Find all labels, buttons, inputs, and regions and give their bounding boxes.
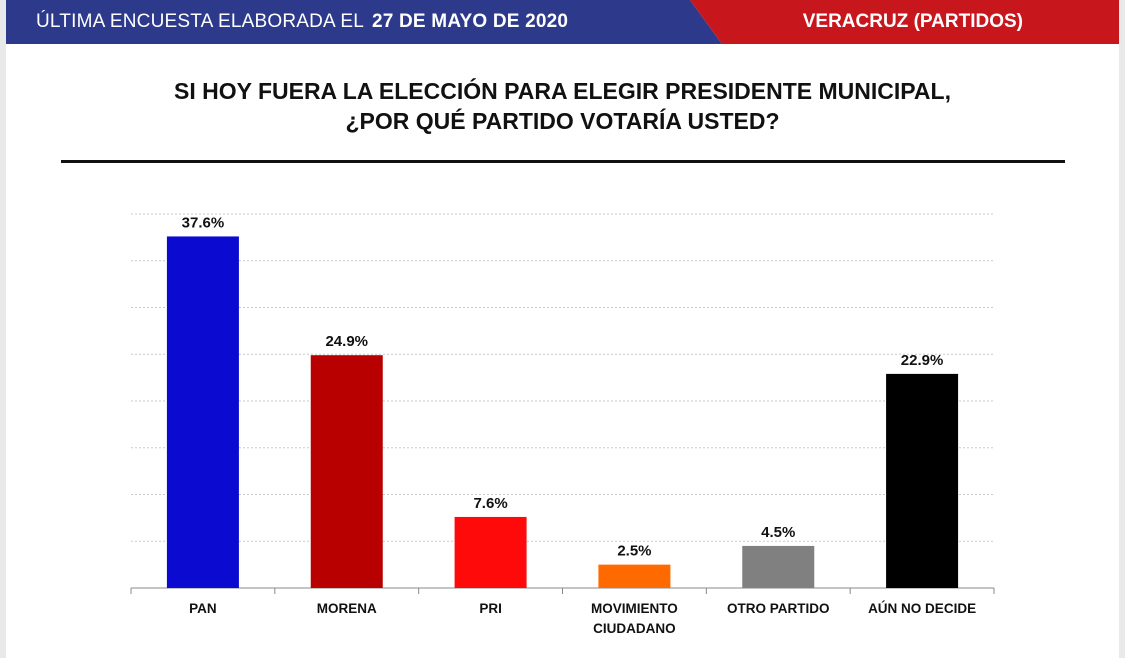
data-label: 22.9% <box>901 352 944 369</box>
category-label: MOVIMIENTO <box>591 601 678 616</box>
bar <box>886 373 959 588</box>
bar <box>598 564 671 588</box>
category-label: AÚN NO DECIDE <box>868 601 976 616</box>
category-label: OTRO PARTIDO <box>727 601 830 616</box>
bar <box>310 355 383 588</box>
title-divider <box>61 160 1065 163</box>
data-label: 7.6% <box>473 495 507 512</box>
bar <box>454 516 527 588</box>
data-label: 37.6% <box>182 214 225 231</box>
category-label: PAN <box>189 601 217 616</box>
category-label: MORENA <box>317 601 377 616</box>
region-label: VERACRUZ (PARTIDOS) <box>802 11 1023 32</box>
category-label: CIUDADANO <box>593 621 676 636</box>
chart-title: SI HOY FUERA LA ELECCIÓN PARA ELEGIR PRE… <box>6 76 1119 136</box>
slide: ÚLTIMA ENCUESTA ELABORADA EL 27 DE MAYO D… <box>6 0 1119 658</box>
bar <box>742 545 815 588</box>
header-bar: ÚLTIMA ENCUESTA ELABORADA EL 27 DE MAYO D… <box>6 0 1119 44</box>
survey-date: 27 DE MAYO DE 2020 <box>372 11 569 32</box>
data-label: 2.5% <box>617 543 651 560</box>
header-background <box>6 0 1119 44</box>
survey-date-label: ÚLTIMA ENCUESTA ELABORADA EL 27 DE MAYO D… <box>36 11 568 33</box>
chart-title-line-2: ¿POR QUÉ PARTIDO VOTARÍA USTED? <box>345 108 780 134</box>
category-label: PRI <box>479 601 502 616</box>
data-label: 24.9% <box>325 333 368 350</box>
survey-date-prefix: ÚLTIMA ENCUESTA ELABORADA EL <box>36 11 364 32</box>
data-label: 4.5% <box>761 524 795 541</box>
bar <box>166 236 239 588</box>
chart-title-line-1: SI HOY FUERA LA ELECCIÓN PARA ELEGIR PRE… <box>174 78 951 104</box>
bar-chart: 37.6% PAN 24.9% MORENA 7.6% PRI 2.5% MOVIMIENTO… <box>130 213 995 636</box>
